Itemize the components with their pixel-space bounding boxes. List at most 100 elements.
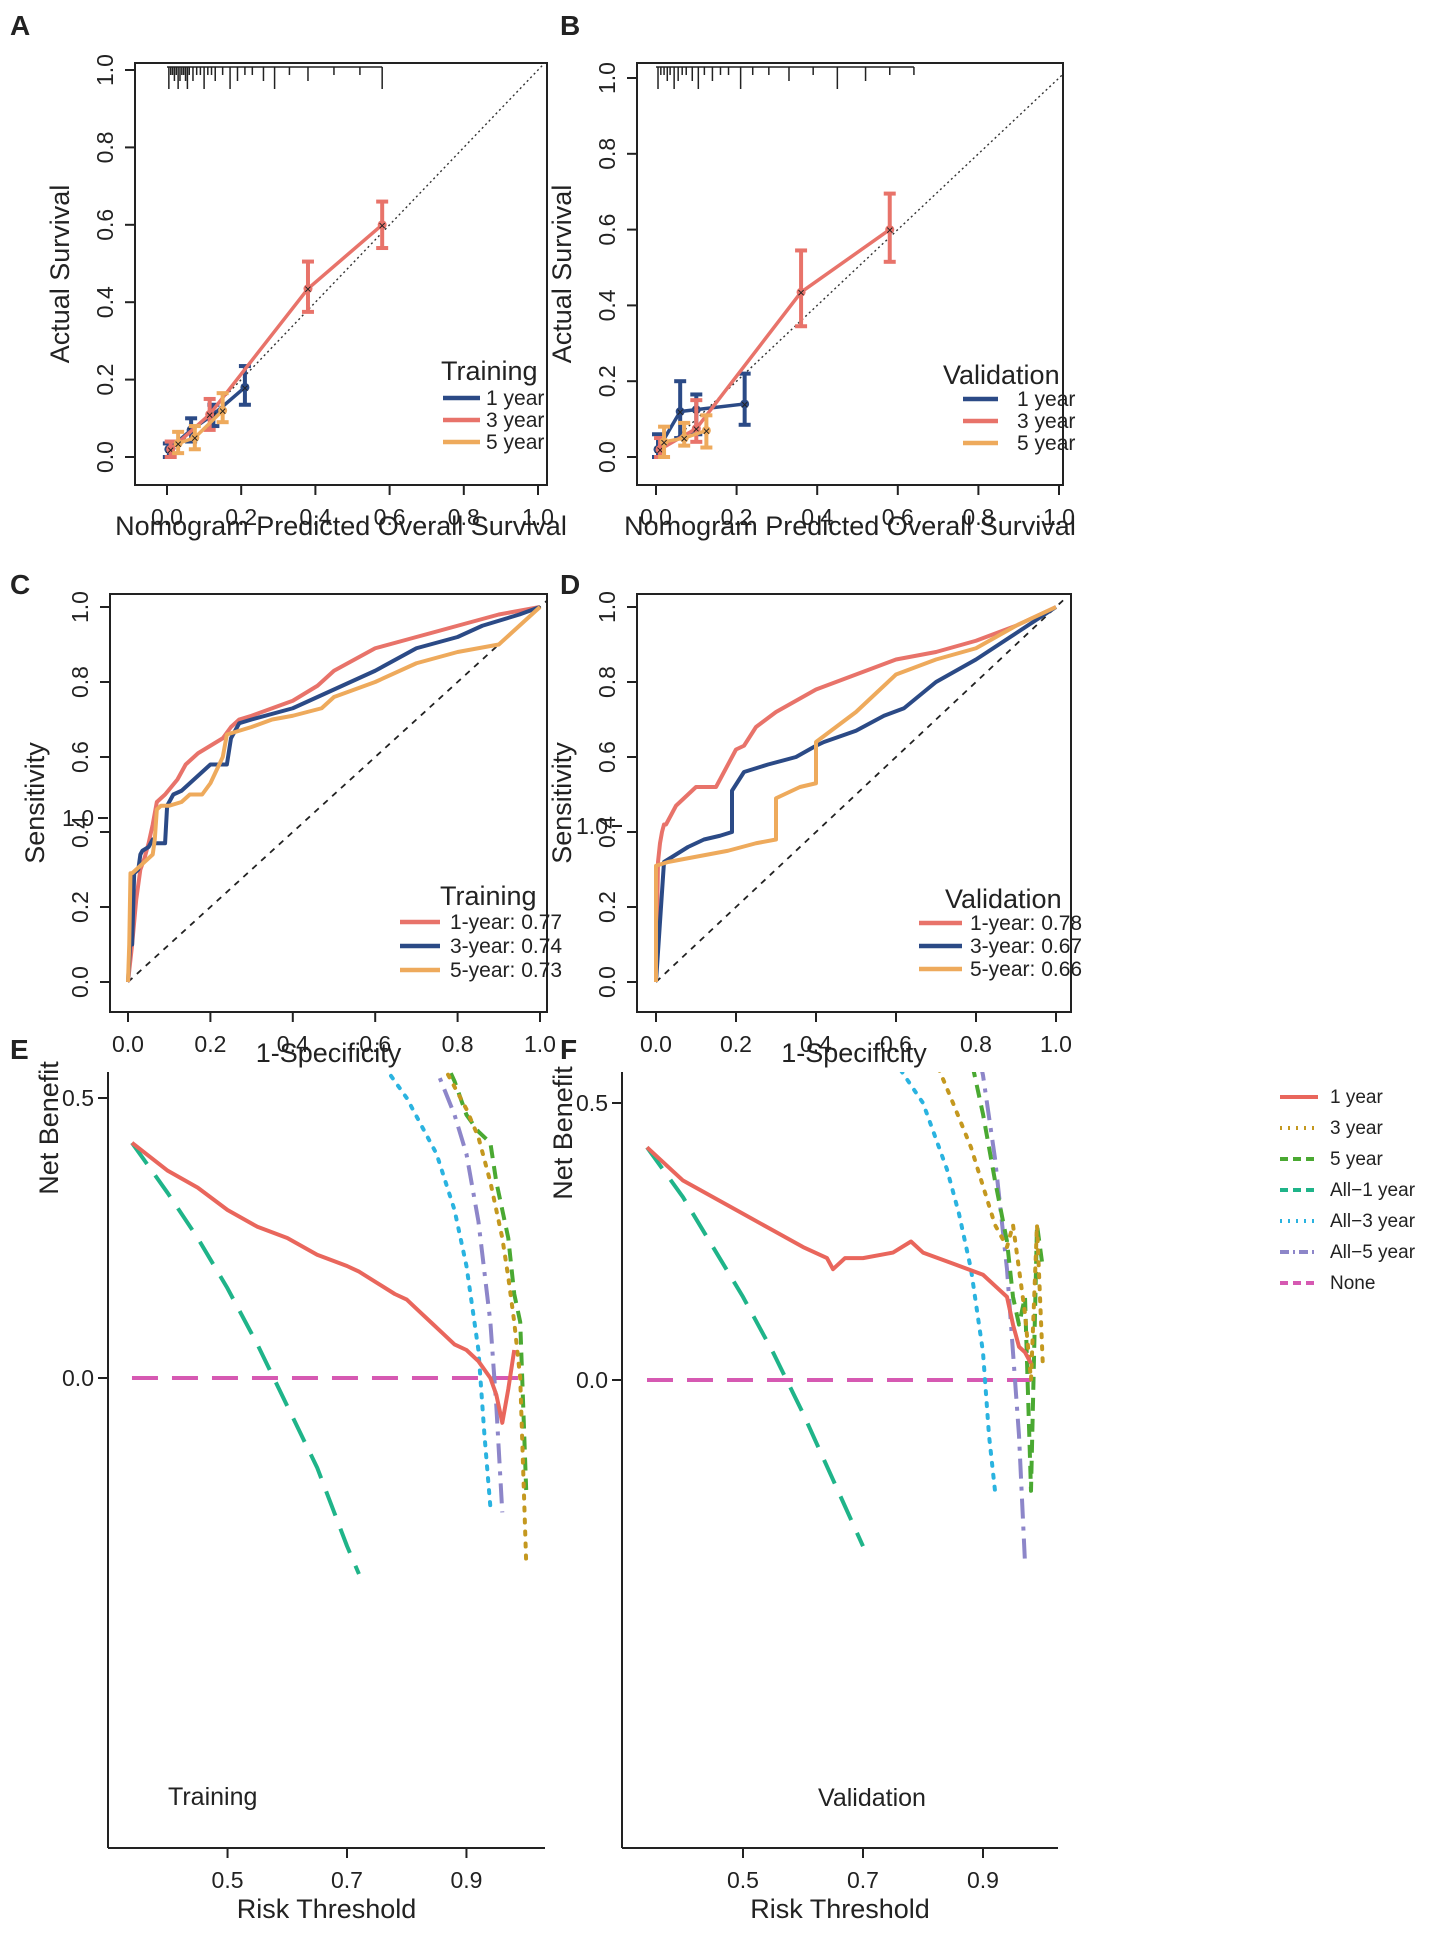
legend-label: 1-year: 0.77 — [450, 911, 562, 934]
roc-curve-3-year — [126, 605, 541, 983]
x-tick-label: 0.6 — [880, 1031, 912, 1057]
legend-title: Validation — [945, 884, 1062, 914]
series-line-3-year — [169, 223, 384, 451]
legend-label: 3-year: 0.74 — [450, 935, 562, 958]
x-tick-label: 0.0 — [112, 1031, 144, 1057]
data-point — [740, 399, 750, 409]
reference-diagonal — [655, 598, 1065, 983]
legend-label: All−5 year — [1330, 1242, 1416, 1263]
reference-diagonal — [127, 599, 547, 983]
x-tick-label: 1.0 — [1040, 1031, 1072, 1057]
y-tick-label: 0.6 — [92, 209, 118, 241]
y-tick-label: 0.6 — [594, 214, 620, 246]
legend-label: 5 year — [486, 431, 544, 454]
y-axis-title: Net Benefit — [548, 1066, 578, 1200]
legend-title: Training — [441, 356, 538, 386]
y-axis-title: Sensitivity — [20, 742, 50, 864]
x-tick-label: 0.2 — [225, 504, 257, 530]
panel-B: B0.0 0.2 0.4 0.6 0.8 1.00.00.20.40.60.81.0Nom… — [547, 10, 1076, 541]
x-tick-label: 0.6 — [359, 1031, 391, 1057]
y-tick-label: 0.6 — [594, 741, 620, 773]
cross-mark: × — [660, 435, 668, 450]
x-axis-title: Nomogram Predicted Overall Survival — [115, 511, 567, 541]
plot-frame — [636, 62, 1064, 486]
y-tick-label: 0.4 — [92, 286, 118, 318]
reference-diagonal — [166, 63, 546, 458]
y-tick-label: 0.0 — [576, 1367, 608, 1393]
roc-curve-1-year — [654, 605, 1057, 983]
legend-label: 5 year — [1330, 1149, 1383, 1170]
x-tick-label: 0.7 — [331, 1867, 363, 1893]
plot-area — [126, 599, 547, 983]
cross-mark: × — [241, 380, 249, 395]
x-tick-label: 0.7 — [847, 1867, 879, 1893]
panel-letter-F: F — [560, 1034, 577, 1065]
plot-area — [645, 1072, 1045, 1563]
cross-mark: × — [191, 431, 199, 446]
cross-mark: × — [797, 285, 805, 300]
y-tick-label: 0.8 — [92, 131, 118, 163]
x-tick-label: 0.9 — [450, 1867, 482, 1893]
plot-area — [130, 1072, 529, 1575]
x-axis-title: Risk Threshold — [237, 1894, 417, 1924]
x-tick-label: 0.8 — [448, 504, 480, 530]
plot-area: ××××××××××× — [162, 63, 546, 459]
dca-curve-5-year — [448, 1072, 529, 1491]
legend-label: 5-year: 0.66 — [970, 958, 1082, 981]
panel-letter-A: A — [10, 10, 30, 41]
legend-label: 3 year — [486, 409, 544, 432]
cross-mark: × — [693, 422, 701, 437]
data-point — [796, 287, 806, 297]
panel-letter-C: C — [10, 569, 30, 600]
x-tick-label: 0.8 — [962, 504, 994, 530]
x-tick-label: 0.6 — [374, 504, 406, 530]
x-axis-title: 1-Specificity — [781, 1038, 927, 1068]
y-axis-title: Sensitivity — [547, 742, 577, 864]
y-tick-label: 0.2 — [594, 365, 620, 397]
legend-label: 1 year — [1017, 388, 1075, 411]
x-tick-label: 0.2 — [721, 504, 753, 530]
dca-curve-All-5-year — [980, 1072, 1027, 1563]
dca-curve-1-year — [130, 1141, 517, 1425]
legend-label: 3 year — [1330, 1118, 1383, 1139]
cross-mark: × — [378, 218, 386, 233]
y-axis-title: Net Benefit — [34, 1061, 64, 1195]
panel-letter-B: B — [560, 10, 580, 41]
x-tick-label: 0.4 — [299, 504, 331, 530]
panel-D: D 0.0 0.2 0.4 0.6 0.8 1.0 0.0 0.2 0.4 0.6 0.8 1.0 1-S… — [547, 569, 1082, 1068]
panel-label: Training — [168, 1783, 257, 1811]
plot-area — [654, 598, 1065, 983]
roc-curve-5-year — [126, 605, 542, 983]
cross-mark: × — [304, 282, 312, 297]
roc-curve-3-year — [654, 605, 1058, 983]
legend-label: None — [1330, 1273, 1375, 1294]
y-tick-label: 0.2 — [67, 891, 93, 923]
plot-area: ××××××××××× — [652, 73, 1063, 459]
y-tick-label: 0.4 — [594, 816, 620, 848]
x-tick-label: 0.0 — [151, 504, 183, 530]
panel-A: A0.0 0.2 0.4 0.6 0.8 1.00.00.20.40.60.81.0Nom… — [10, 10, 567, 541]
plot-frame — [134, 62, 548, 486]
legend-label: All−1 year — [1330, 1180, 1416, 1201]
cross-mark: × — [886, 223, 894, 238]
x-tick-label: 0.6 — [882, 504, 914, 530]
data-point — [173, 438, 183, 448]
data-point — [691, 424, 701, 434]
data-point — [659, 437, 669, 447]
cross-mark: × — [741, 397, 749, 412]
plot-frame — [109, 593, 548, 1013]
x-tick-label: 0.2 — [720, 1031, 752, 1057]
y-tick-label: 0.0 — [594, 441, 620, 473]
legend-label: 5 year — [1017, 432, 1075, 455]
x-tick-label: 0.2 — [194, 1031, 226, 1057]
x-tick-label: 0.8 — [442, 1031, 474, 1057]
dca-curve-3-year — [937, 1072, 1045, 1382]
legend-label: 1-year: 0.78 — [970, 912, 1082, 935]
y-tick-label: 0.8 — [594, 138, 620, 170]
x-tick-label: 0.0 — [640, 1031, 672, 1057]
dca-curve-All-1-year — [645, 1146, 865, 1548]
y-tick-label: 0.8 — [594, 666, 620, 698]
y-tick-label: 0.0 — [92, 441, 118, 473]
y-tick-label: 0.0 — [594, 966, 620, 998]
y-tick-label: 1.0 — [576, 813, 608, 839]
